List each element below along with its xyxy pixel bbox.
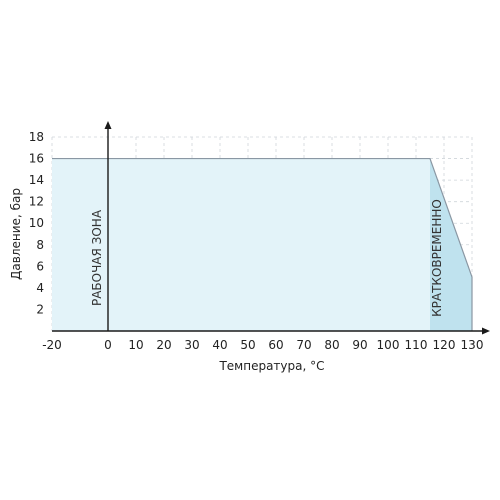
y-tick-label: 12 — [29, 195, 44, 209]
region-label-short-term: КРАТКОВРЕМЕННО — [430, 199, 444, 317]
y-tick-label: 6 — [36, 259, 44, 273]
x-tick-label: 130 — [461, 338, 484, 352]
y-tick-label: 16 — [29, 152, 44, 166]
y-tick-label: 14 — [29, 173, 44, 187]
x-tick-label: 100 — [377, 338, 400, 352]
region-label-working-zone: РАБОЧАЯ ЗОНА — [90, 209, 104, 306]
x-tick-label: -20 — [42, 338, 62, 352]
y-axis-label: Давление, бар — [9, 188, 23, 280]
x-axis-label: Температура, °C — [218, 359, 324, 373]
y-tick-label: 10 — [29, 216, 44, 230]
x-tick-label: 40 — [212, 338, 227, 352]
x-tick-label: 80 — [324, 338, 339, 352]
tick-labels: -20 0 10 20 30 40 50 60 70 80 90 100 110 120 130 2 4 6 8 10… — [29, 130, 484, 352]
x-tick-label: 0 — [104, 338, 112, 352]
x-tick-label: 10 — [128, 338, 143, 352]
series-line — [52, 157, 473, 331]
x-tick-label: 120 — [433, 338, 456, 352]
x-tick-label: 70 — [296, 338, 311, 352]
y-tick-label: 8 — [36, 238, 44, 252]
x-tick-label: 20 — [156, 338, 171, 352]
labels: Температура, °C Давление, бар РАБОЧАЯ ЗО… — [9, 188, 444, 373]
x-tick-label: 30 — [184, 338, 199, 352]
region-area-0 — [52, 158, 430, 331]
y-tick-label: 18 — [29, 130, 44, 144]
x-tick-label: 60 — [268, 338, 283, 352]
y-tick-label: 4 — [36, 281, 44, 295]
x-tick-label: 50 — [240, 338, 255, 352]
x-tick-label: 110 — [405, 338, 428, 352]
region-area-1 — [430, 158, 472, 331]
y-axis-arrow — [104, 121, 112, 129]
axes — [52, 121, 490, 335]
series-lines — [52, 157, 473, 331]
x-tick-label: 90 — [352, 338, 367, 352]
y-tick-label: 2 — [36, 302, 44, 316]
x-axis-arrow — [482, 327, 490, 335]
regions — [52, 158, 472, 331]
